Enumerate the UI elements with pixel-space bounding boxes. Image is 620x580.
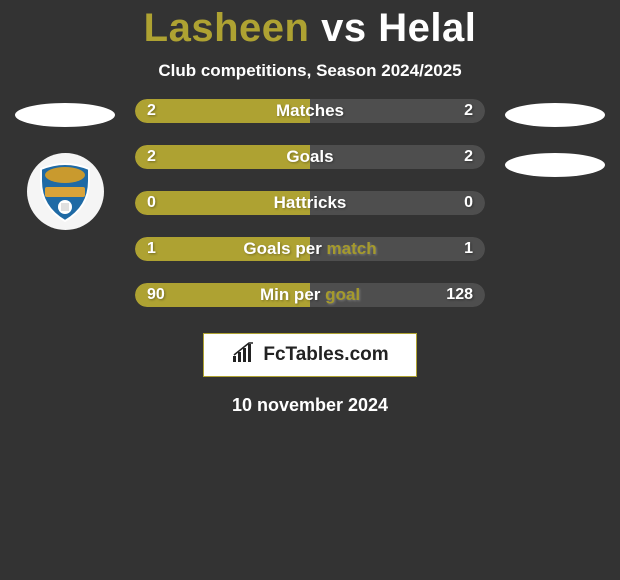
bar-right-half <box>310 237 485 261</box>
title-player1: Lasheen <box>144 6 310 50</box>
player1-avatar <box>15 103 115 127</box>
stat-value-left: 90 <box>147 283 165 307</box>
player2-avatar <box>505 103 605 127</box>
brand-chart-icon <box>231 342 257 369</box>
stat-bar: 90128Min per goalMin per goal <box>135 283 485 307</box>
stat-value-left: 1 <box>147 237 156 261</box>
title-player2: Helal <box>378 6 476 50</box>
stat-bar: 22GoalsGoals <box>135 145 485 169</box>
comparison-layout: 22MatchesMatches22GoalsGoals00HattricksH… <box>0 99 620 307</box>
page-title: Lasheen vs Helal <box>0 0 620 51</box>
stat-value-right: 128 <box>446 283 473 307</box>
bar-left-half <box>135 99 310 123</box>
stat-bar: 22MatchesMatches <box>135 99 485 123</box>
stat-bar: 11Goals per matchGoals per match <box>135 237 485 261</box>
stat-value-right: 2 <box>464 99 473 123</box>
stat-value-left: 0 <box>147 191 156 215</box>
club-crest-icon <box>37 161 93 223</box>
bar-left-half <box>135 145 310 169</box>
brand-badge: FcTables.com <box>203 333 417 377</box>
bar-right-half <box>310 191 485 215</box>
player2-club-badge <box>505 153 605 177</box>
title-vs: vs <box>321 6 367 50</box>
stat-value-left: 2 <box>147 145 156 169</box>
brand-text: FcTables.com <box>263 344 388 366</box>
bar-right-half <box>310 99 485 123</box>
stat-bars: 22MatchesMatches22GoalsGoals00HattricksH… <box>135 99 485 307</box>
stat-value-right: 1 <box>464 237 473 261</box>
right-side-column <box>505 99 605 177</box>
stat-value-right: 2 <box>464 145 473 169</box>
stat-bar: 00HattricksHattricks <box>135 191 485 215</box>
date-line: 10 november 2024 <box>0 395 620 416</box>
bar-left-half <box>135 237 310 261</box>
player1-club-badge <box>27 153 104 230</box>
stat-value-right: 0 <box>464 191 473 215</box>
subtitle: Club competitions, Season 2024/2025 <box>0 61 620 81</box>
left-side-column <box>15 99 115 230</box>
bar-right-half <box>310 145 485 169</box>
stat-value-left: 2 <box>147 99 156 123</box>
bar-left-half <box>135 191 310 215</box>
